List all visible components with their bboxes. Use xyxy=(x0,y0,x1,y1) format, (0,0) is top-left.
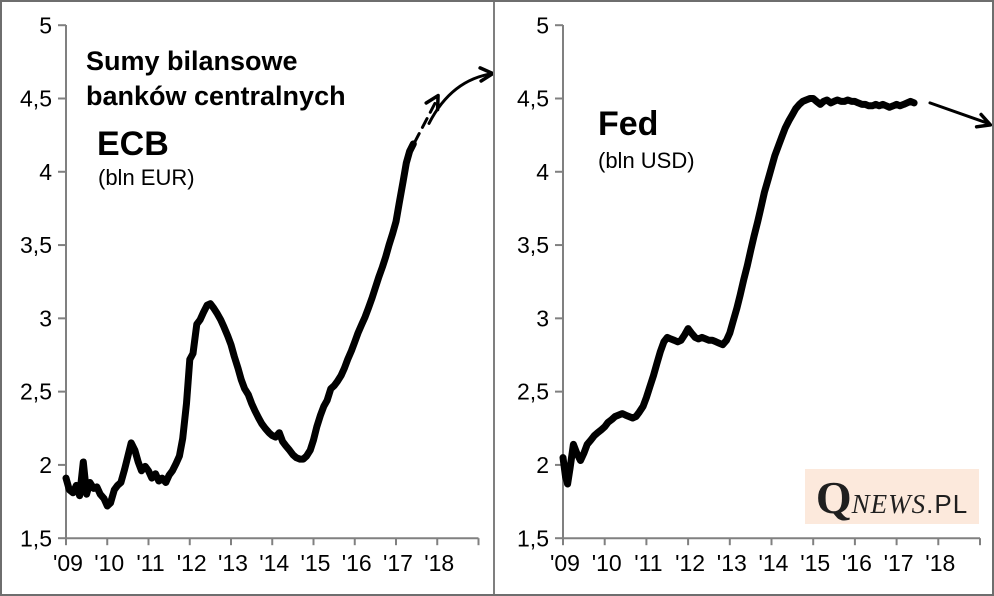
x-tick-label: '11 xyxy=(634,550,662,576)
x-tick-label: '16 xyxy=(342,550,372,576)
projection-arrow-curve xyxy=(427,72,495,125)
y-tick-label: 4 xyxy=(536,159,549,185)
y-tick-label: 2 xyxy=(39,452,52,478)
y-tick-label: 4,5 xyxy=(517,86,549,112)
y-tick-label: 5 xyxy=(536,12,549,38)
y-tick-label: 4,5 xyxy=(20,86,52,112)
x-tick-label: '10 xyxy=(94,550,124,576)
qnews-logo-q: Q xyxy=(815,472,852,523)
y-tick-label: 3 xyxy=(536,305,549,331)
y-tick-label: 2 xyxy=(536,452,549,478)
y-tick-label: 5 xyxy=(39,12,52,38)
panel-divider xyxy=(493,2,495,594)
x-tick-label: '14 xyxy=(259,550,289,576)
y-tick-label: 3 xyxy=(39,305,52,331)
y-tick-label: 2,5 xyxy=(517,379,549,405)
fed-data-line xyxy=(559,95,918,488)
x-tick-label: '15 xyxy=(800,550,830,576)
x-tick-label: '09 xyxy=(53,550,83,576)
arrowhead-icon xyxy=(478,66,495,83)
fed-chart-panel: 1,5 2 2,5 3 3,5 4 4,5 5 '09 '10 '11 '12 '13 '14 '15 '16… xyxy=(517,12,992,576)
ecb-data-line xyxy=(62,140,417,510)
chart-title: Sumy bilansowe banków centralnych xyxy=(86,46,346,111)
y-tick-label: 2,5 xyxy=(20,379,52,405)
x-tick-label: '17 xyxy=(383,550,413,576)
x-tick-label: '12 xyxy=(675,550,705,576)
y-tick-label: 1,5 xyxy=(20,525,52,551)
y-tick-label: 3,5 xyxy=(517,232,549,258)
qnews-logo-news: NEWS xyxy=(851,489,927,519)
qnews-logo: Q NEWS .PL xyxy=(805,469,979,524)
x-tick-label: '11 xyxy=(136,550,164,576)
x-tick-label: '15 xyxy=(301,550,331,576)
x-tick-label: '14 xyxy=(759,550,789,576)
ecb-series-label: ECB xyxy=(97,125,169,163)
y-tick-label: 1,5 xyxy=(517,525,549,551)
x-tick-label: '17 xyxy=(884,550,914,576)
y-tick-label: 4 xyxy=(39,159,52,185)
x-tick-label: '10 xyxy=(592,550,622,576)
ecb-unit-label: (bln EUR) xyxy=(98,165,195,190)
ecb-chart-panel: 1,5 2 2,5 3 3,5 4 4,5 5 '09 '10 '11 '12 '13 '14 '15 '16… xyxy=(20,12,495,576)
x-tick-label: '18 xyxy=(424,550,454,576)
x-tick-label: '18 xyxy=(925,550,955,576)
x-tick-label: '13 xyxy=(717,550,747,576)
x-tick-label: '09 xyxy=(550,550,580,576)
x-tick-label: '13 xyxy=(218,550,248,576)
arrowhead-icon xyxy=(974,112,992,129)
fed-unit-label: (bln USD) xyxy=(598,148,695,173)
x-tick-label: '12 xyxy=(177,550,207,576)
arrowhead-icon xyxy=(424,93,440,112)
fed-series-label: Fed xyxy=(598,105,659,143)
qnews-logo-pl: .PL xyxy=(926,489,969,519)
x-tick-label: '16 xyxy=(842,550,872,576)
y-tick-label: 3,5 xyxy=(20,232,52,258)
projection-arrow-shaft xyxy=(413,101,437,144)
projection-arrow-shaft xyxy=(928,101,990,125)
